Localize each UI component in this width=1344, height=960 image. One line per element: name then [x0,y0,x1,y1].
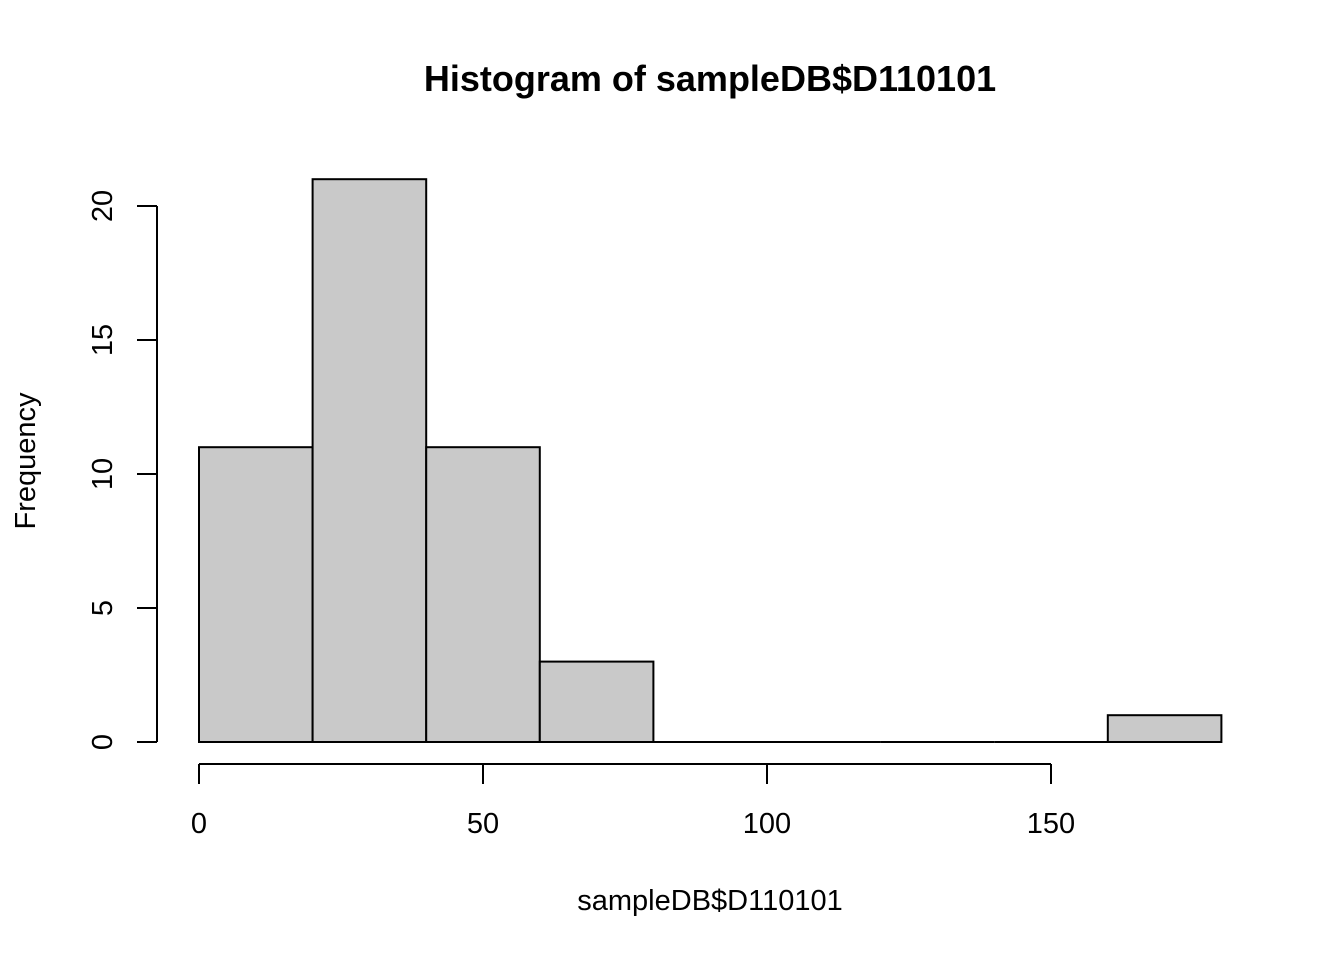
y-tick-label-2: 10 [87,458,119,490]
y-tick-label-0: 0 [87,734,119,750]
histogram-bar-1 [311,178,428,743]
y-tick-label-3: 15 [87,324,119,356]
bars-group [198,178,1223,744]
x-axis: 0 50 100 150 [191,763,1075,840]
x-tick-label-0: 0 [191,808,207,840]
y-tick-label-1: 5 [87,600,119,616]
x-tick-label-1: 50 [467,808,499,840]
x-tick-label-2: 100 [743,808,791,840]
y-axis: 0 5 10 15 20 [87,190,158,750]
x-tick-label-3: 150 [1027,808,1075,840]
histogram-bar-0 [198,446,314,743]
histogram-bar-3 [538,660,655,743]
x-axis-label: sampleDB$D110101 [577,885,842,917]
histogram-bar-2 [425,446,541,743]
chart-title: Histogram of sampleDB$D110101 [424,58,996,99]
histogram-bar-8 [1106,714,1223,744]
y-axis-label: Frequency [10,392,42,530]
y-tick-label-4: 20 [87,190,119,222]
